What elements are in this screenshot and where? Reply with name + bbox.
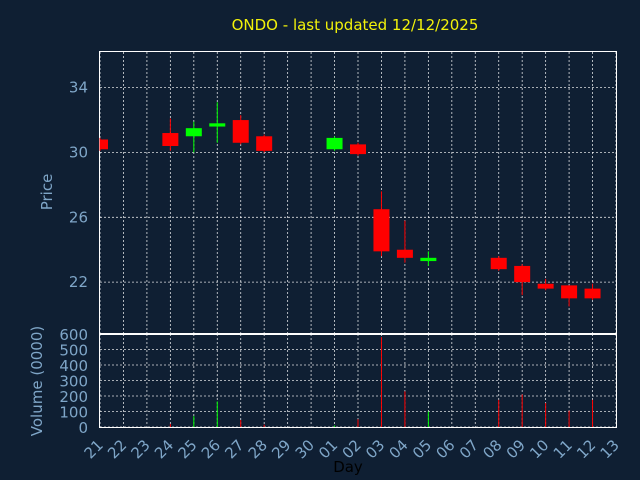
volume-bars (169, 337, 594, 427)
volume-axis-label: Volume (0000) (28, 326, 46, 436)
x-tick-label: 03 (362, 436, 388, 462)
candle-body (420, 257, 437, 262)
x-tick-label: 23 (128, 436, 154, 462)
candle-body (326, 137, 343, 150)
x-tick-label: 08 (479, 436, 505, 462)
volume-tick-label: 0 (78, 419, 88, 437)
candle-body (584, 288, 601, 299)
candles (99, 102, 601, 307)
price-axis-ticks: 34 30 26 22 (69, 79, 88, 291)
x-tick-label: 27 (221, 436, 247, 462)
x-tick-label: 11 (550, 436, 576, 462)
x-tick-label: 24 (151, 436, 177, 462)
price-tick-label: 26 (69, 208, 88, 226)
candle-body (396, 249, 413, 258)
volume-tick-label: 300 (59, 373, 88, 391)
volume-tick-label: 200 (59, 388, 88, 406)
candle-body (490, 257, 507, 270)
x-tick-label: 12 (573, 436, 599, 462)
volume-tick-label: 600 (59, 326, 88, 344)
candle-body (561, 285, 578, 299)
candle-body (100, 139, 108, 150)
price-tick-label: 22 (69, 273, 88, 291)
x-tick-label: 29 (268, 436, 294, 462)
candle-body (514, 265, 531, 283)
candle-body (162, 133, 179, 146)
x-tick-label: 07 (456, 436, 482, 462)
price-gridlines (99, 52, 617, 334)
x-tick-label: 25 (174, 436, 200, 462)
x-tick-label: 09 (503, 436, 529, 462)
candle-body (185, 128, 202, 137)
volume-panel-frame (99, 334, 617, 428)
x-axis-label: Day (333, 458, 363, 476)
volume-tick-label: 100 (59, 404, 88, 422)
x-tick-label: 21 (81, 436, 107, 462)
candle-body (232, 120, 249, 143)
candle-body (256, 136, 273, 151)
candle-body (209, 123, 226, 127)
x-tick-label: 30 (292, 436, 318, 462)
x-tick-label: 28 (245, 436, 271, 462)
price-panel-frame (99, 51, 617, 334)
price-tick-label: 34 (69, 79, 88, 97)
x-tick-label: 05 (409, 436, 435, 462)
candle-body (537, 283, 554, 289)
x-tick-label: 04 (386, 436, 412, 462)
x-tick-label: 10 (526, 436, 552, 462)
x-tick-label: 26 (198, 436, 224, 462)
candle-body (373, 209, 390, 252)
x-tick-label: 06 (432, 436, 458, 462)
volume-gridlines (99, 333, 617, 428)
price-axis-label: Price (38, 174, 56, 211)
chart-title: ONDO - last updated 12/12/2025 (232, 16, 479, 34)
candle-body (350, 144, 366, 155)
x-tick-label: 22 (104, 436, 130, 462)
volume-tick-label: 400 (59, 357, 88, 375)
x-tick-label: 13 (597, 436, 623, 462)
volume-tick-label: 500 (59, 342, 88, 360)
price-tick-label: 30 (69, 143, 88, 161)
